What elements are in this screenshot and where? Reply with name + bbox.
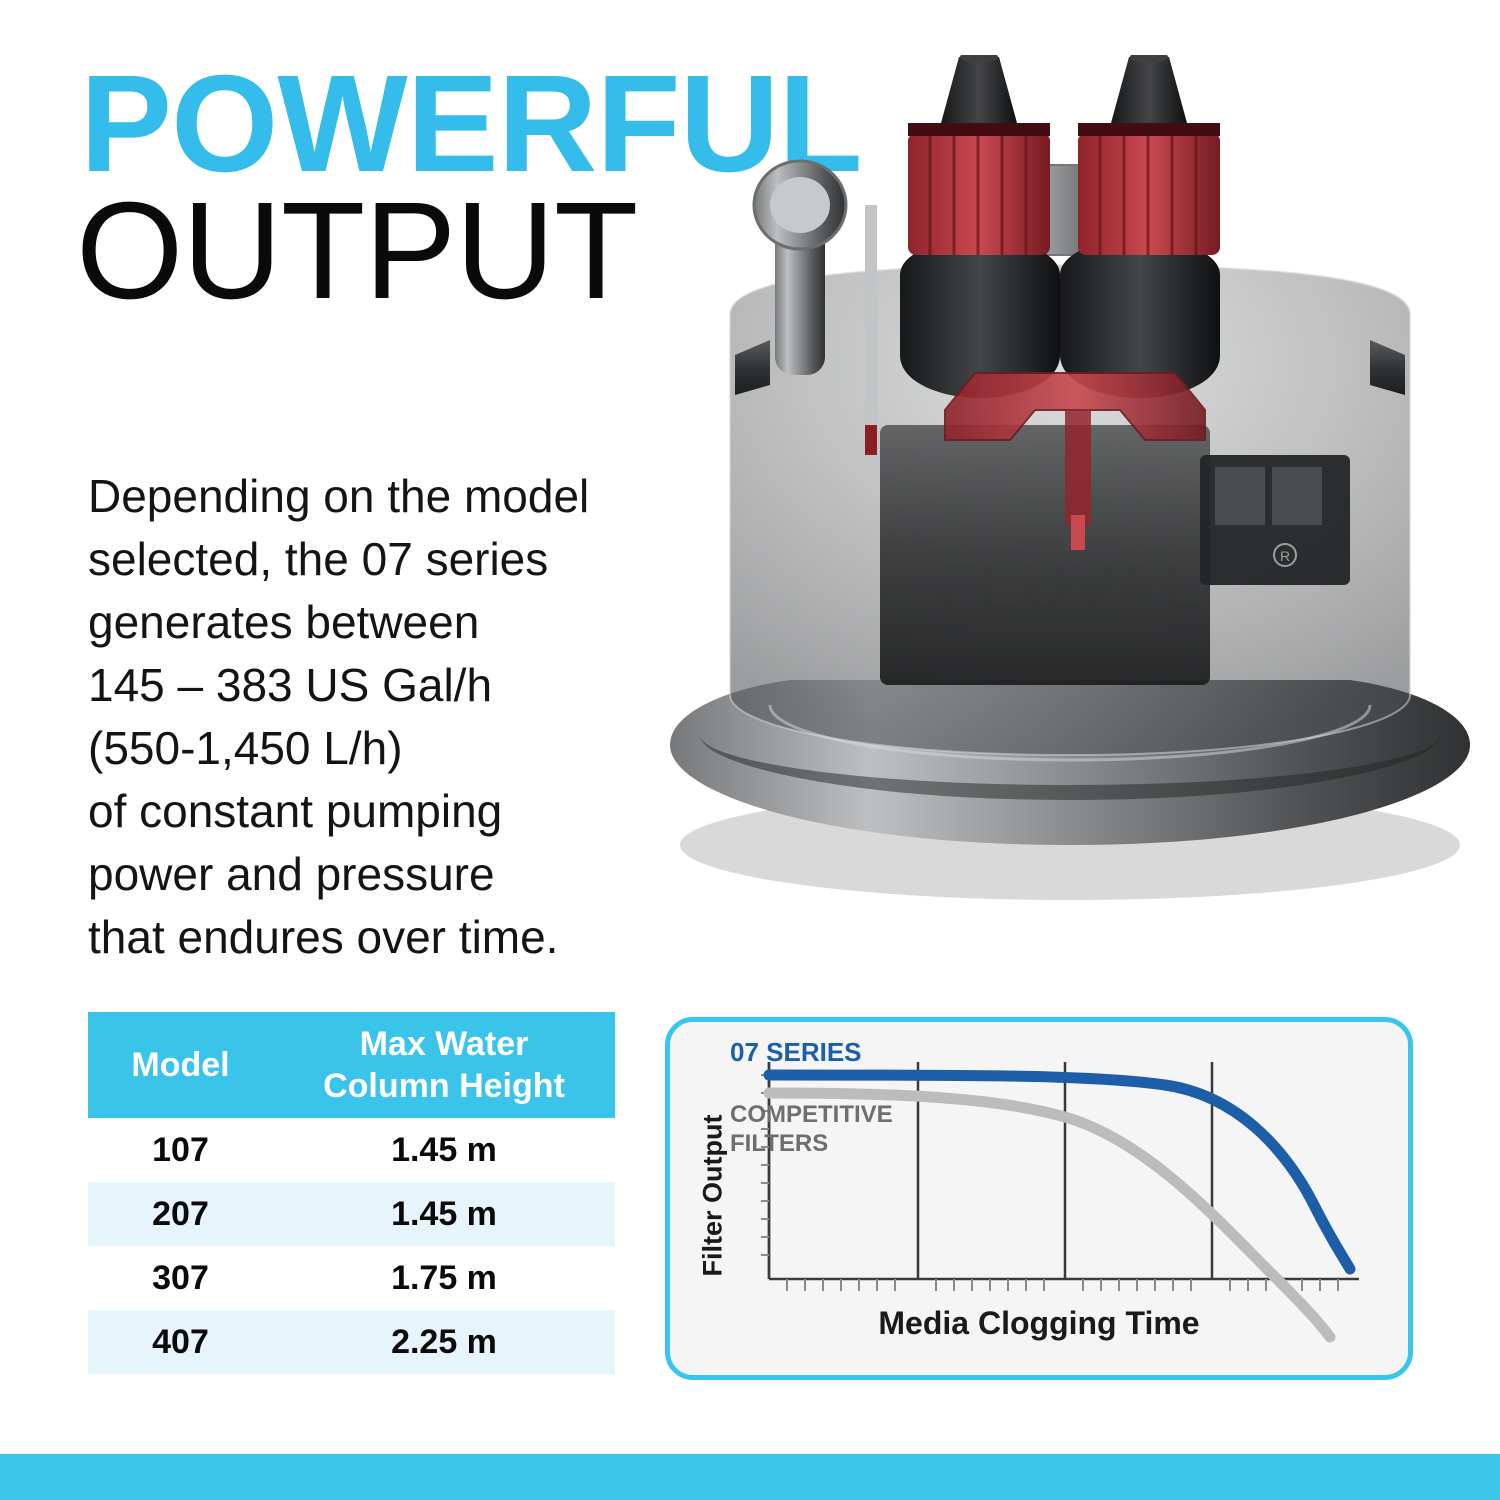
svg-text:R: R bbox=[1280, 548, 1290, 564]
